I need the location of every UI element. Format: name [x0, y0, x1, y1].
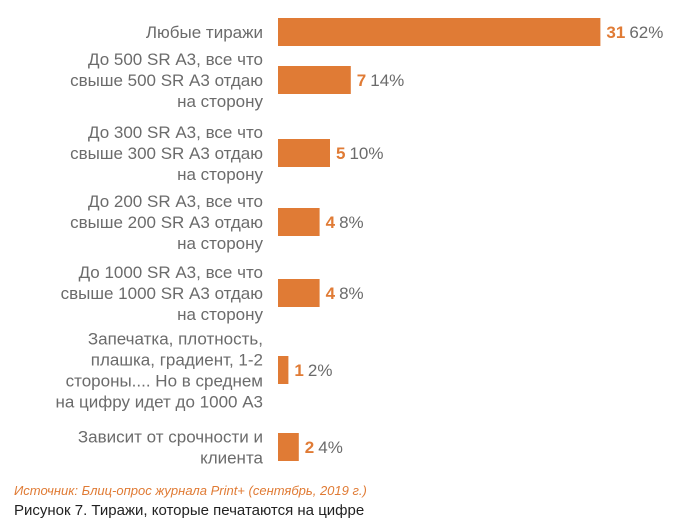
bar-5: [278, 356, 289, 384]
percent-label: 14%: [370, 71, 404, 90]
count-label: 4: [326, 284, 336, 303]
value-label-0: 31 62%: [606, 23, 663, 42]
percent-label: 8%: [339, 284, 364, 303]
value-label-1: 7 14%: [357, 71, 405, 90]
source-note: Источник: Блиц-опрос журнала Print+ (сен…: [14, 483, 367, 498]
value-label-4: 4 8%: [326, 284, 364, 303]
count-label: 31: [606, 23, 625, 42]
category-label-line: на сторону: [177, 234, 263, 253]
count-label: 5: [336, 144, 345, 163]
category-label-line: Зависит от срочности и: [78, 428, 263, 447]
category-label-line: на цифру идет до 1000 А3: [55, 393, 263, 412]
category-label-3: До 200 SR А3, все что свыше 200 SR А3 отд…: [70, 192, 263, 253]
category-label-line: на сторону: [177, 92, 263, 111]
category-label-line: До 200 SR А3, все что: [88, 192, 263, 211]
category-label-0: Любые тиражи: [146, 23, 263, 42]
category-label-line: До 500 SR А3, все что: [88, 50, 263, 69]
count-label: 2: [305, 438, 314, 457]
category-label-line: стороны.... Но в среднем: [66, 372, 263, 391]
category-label-line: Запечатка, плотность,: [88, 330, 263, 349]
percent-label: 8%: [339, 213, 364, 232]
category-label-line: свыше 300 SR А3 отдаю: [70, 144, 263, 163]
count-label: 4: [326, 213, 336, 232]
value-label-5: 1 2%: [294, 361, 332, 380]
value-label-3: 4 8%: [326, 213, 364, 232]
percent-label: 62%: [629, 23, 663, 42]
bar-1: [278, 66, 351, 94]
bar-0: [278, 18, 601, 46]
percent-label: 10%: [349, 144, 383, 163]
percent-label: 4%: [318, 438, 343, 457]
bar-6: [278, 433, 299, 461]
category-label-line: плашка, градиент, 1-2: [91, 351, 263, 370]
figure-caption: Рисунок 7. Тиражи, которые печатаются на…: [14, 502, 365, 519]
category-label-line: свыше 500 SR А3 отдаю: [70, 71, 263, 90]
value-label-6: 2 4%: [305, 438, 343, 457]
category-label-5: Запечатка, плотность, плашка, градиент, 1…: [55, 330, 263, 412]
count-label: 7: [357, 71, 366, 90]
category-label-line: свыше 1000 SR А3 отдаю: [61, 284, 264, 303]
value-label-2: 5 10%: [336, 144, 384, 163]
category-label-6: Зависит от срочности и клиента: [78, 428, 264, 468]
bar-3: [278, 208, 320, 236]
category-label-line: свыше 200 SR А3 отдаю: [70, 213, 263, 232]
category-label-line: До 1000 SR А3, все что: [79, 263, 263, 282]
category-label-line: До 300 SR А3, все что: [88, 123, 263, 142]
category-label-line: клиента: [200, 449, 263, 468]
bar-2: [278, 139, 330, 167]
category-label-line: на сторону: [177, 165, 263, 184]
category-label-1: До 500 SR А3, все что свыше 500 SR А3 отд…: [70, 50, 263, 111]
count-label: 1: [294, 361, 303, 380]
percent-label: 2%: [308, 361, 333, 380]
category-label-line: Любые тиражи: [146, 23, 263, 42]
category-label-line: на сторону: [177, 305, 263, 324]
category-label-2: До 300 SR А3, все что свыше 300 SR А3 отд…: [70, 123, 263, 184]
category-label-4: До 1000 SR А3, все что свыше 1000 SR А3 о…: [61, 263, 264, 324]
bar-4: [278, 279, 320, 307]
